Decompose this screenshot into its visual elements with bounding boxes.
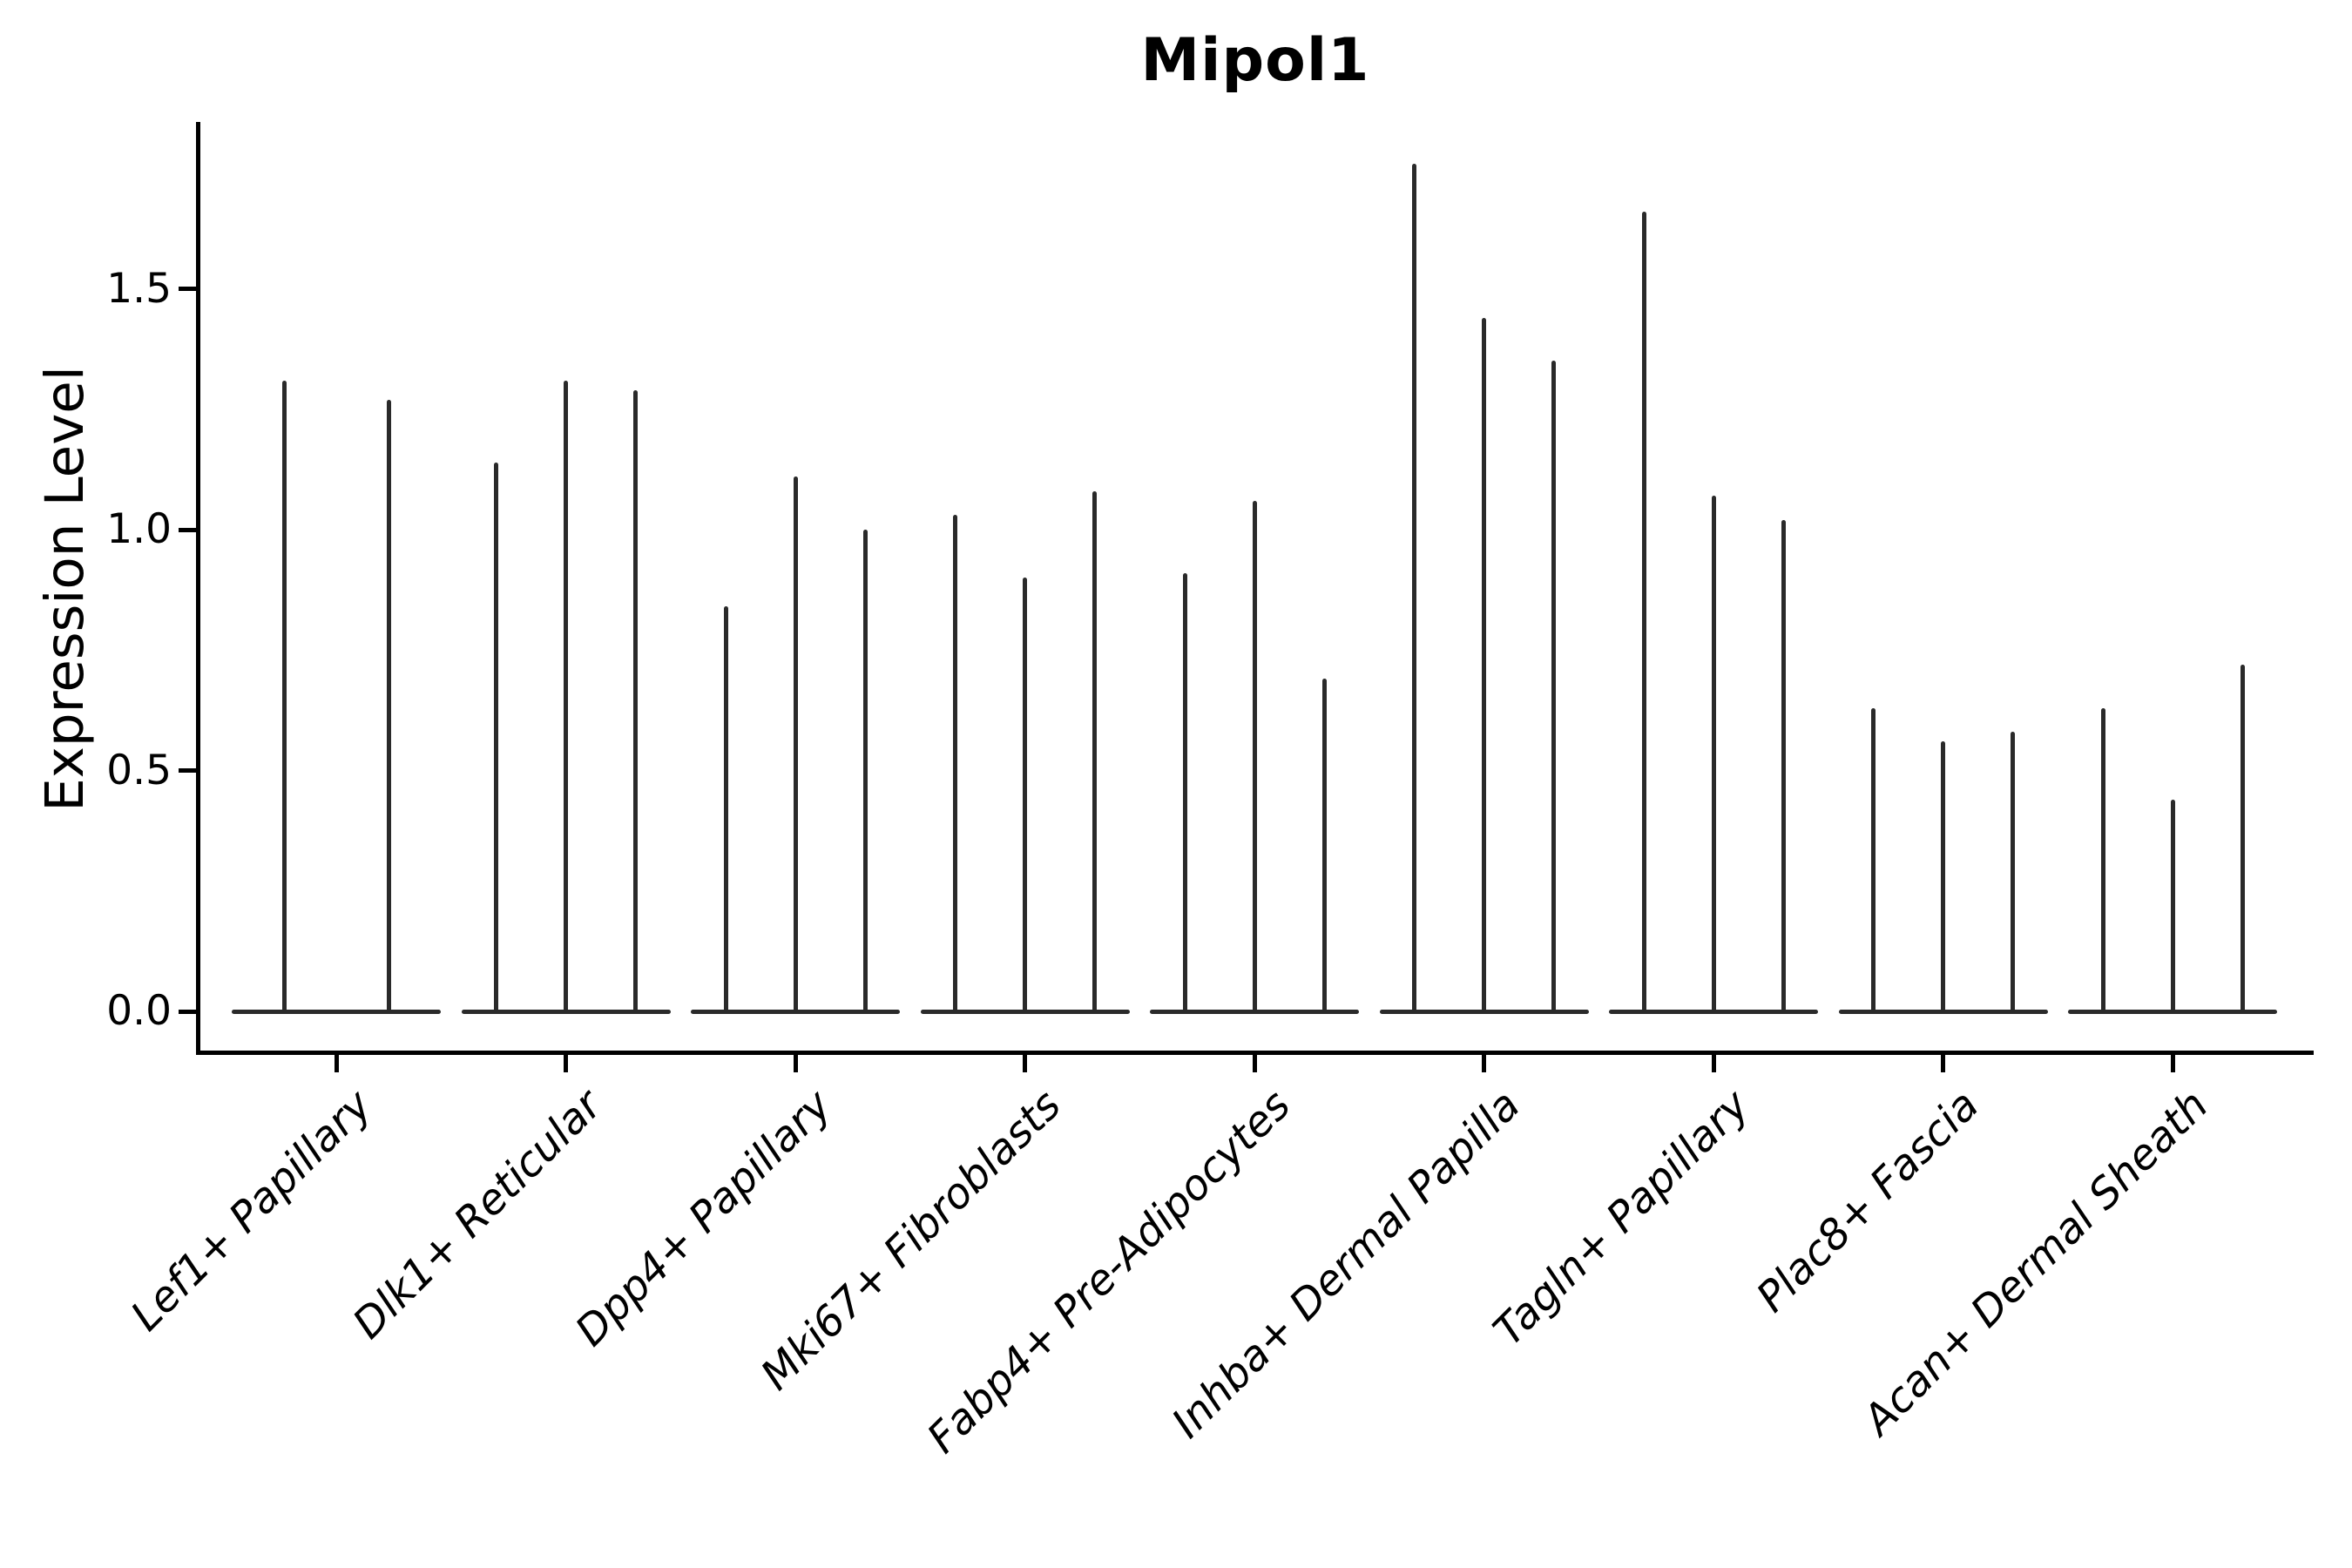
- violin-spike: [1023, 578, 1027, 1013]
- violin-spike: [723, 606, 728, 1013]
- violin-spike: [1092, 490, 1097, 1013]
- y-axis-spine: [196, 122, 200, 1055]
- x-tick: [1023, 1055, 1027, 1072]
- violin-spike: [494, 462, 498, 1013]
- x-tick: [1711, 1055, 1716, 1072]
- y-tick-label: 0.5: [106, 746, 172, 794]
- violin-spike: [793, 476, 798, 1013]
- y-tick: [179, 527, 196, 532]
- x-axis-spine: [196, 1051, 2314, 1055]
- x-tick: [793, 1055, 798, 1072]
- x-tick: [2170, 1055, 2175, 1072]
- y-tick: [179, 768, 196, 773]
- x-tick-label: Dpp4+ Papillary: [565, 1080, 841, 1356]
- violin-spike: [633, 389, 638, 1013]
- violin-spike: [2100, 707, 2105, 1013]
- y-tick-label: 1.5: [106, 264, 172, 313]
- violin-spike: [1941, 741, 1945, 1013]
- violin-spike: [1321, 679, 1327, 1013]
- y-tick-label: 1.0: [106, 505, 172, 553]
- violin-spike: [1551, 361, 1556, 1013]
- violin-spike: [1781, 519, 1786, 1013]
- violin-spike: [1711, 496, 1716, 1013]
- x-tick-label: Fabp4+ Pre-Adipocytes: [917, 1080, 1301, 1463]
- violin-spike: [1641, 212, 1646, 1013]
- y-tick: [179, 1009, 196, 1014]
- y-tick-label: 0.0: [106, 987, 172, 1035]
- x-tick: [1252, 1055, 1257, 1072]
- violin-spike: [1871, 707, 1876, 1013]
- violin-spike: [564, 380, 568, 1013]
- violin-spike: [953, 515, 957, 1013]
- x-tick-label: Plac8+ Fascia: [1747, 1080, 1989, 1322]
- chart-title: Mipol1: [1140, 26, 1370, 95]
- y-tick: [179, 287, 196, 291]
- x-tick: [564, 1055, 568, 1072]
- x-tick-label: Dlk1+ Reticular: [343, 1080, 612, 1348]
- violin-base: [232, 1009, 441, 1014]
- x-tick: [1941, 1055, 1945, 1072]
- violin-spike: [862, 530, 868, 1013]
- violin-spike: [1412, 163, 1416, 1013]
- violin-spike: [1252, 500, 1257, 1013]
- x-tick-label: Lef1+ Papillary: [122, 1080, 382, 1341]
- x-tick: [1482, 1055, 1486, 1072]
- violin-spike: [386, 399, 391, 1013]
- violin-spike: [281, 380, 287, 1013]
- violin-spike: [1482, 317, 1486, 1013]
- y-axis-label: Expression Level: [34, 366, 96, 812]
- x-tick-label: Tagln+ Papillary: [1484, 1080, 1760, 1355]
- violin-spike: [2011, 732, 2015, 1013]
- violin-spike: [1182, 572, 1187, 1013]
- x-tick: [334, 1055, 339, 1072]
- violin-spike: [2240, 664, 2245, 1013]
- violin-spike: [2170, 799, 2175, 1013]
